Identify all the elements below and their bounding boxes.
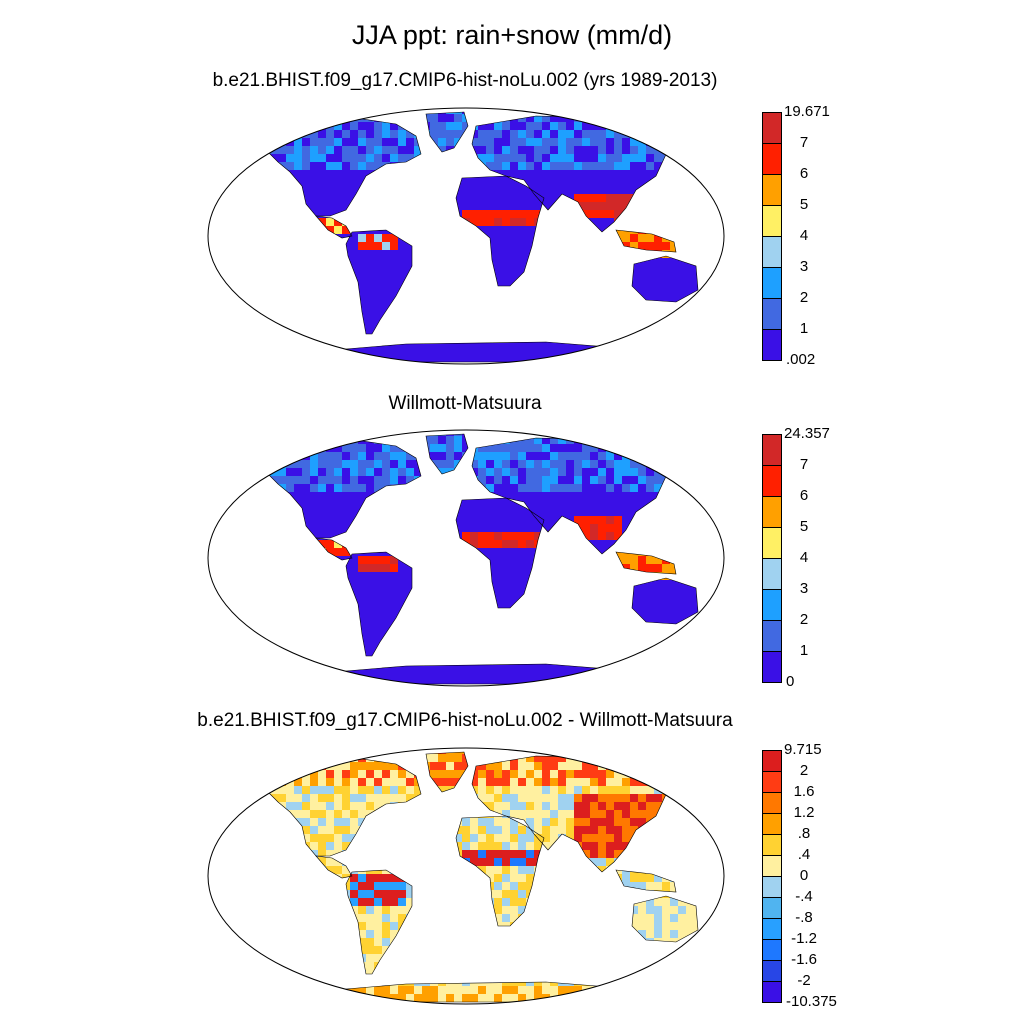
- colorbar-box: [762, 143, 782, 175]
- colorbar-box: [762, 465, 782, 497]
- colorbar-box: [762, 939, 782, 961]
- colorbar-label: -2: [797, 972, 811, 989]
- colorbar-box: [762, 620, 782, 652]
- colorbar-label: 5: [799, 518, 809, 535]
- colorbar-label: 7: [799, 456, 809, 473]
- colorbar-box: [762, 558, 782, 590]
- colorbar-label: 2: [799, 611, 809, 628]
- colorbar-box: [762, 174, 782, 206]
- colorbar-label: 7: [799, 134, 809, 151]
- colorbar-box: [762, 981, 782, 1003]
- colorbar-box: [762, 434, 782, 466]
- map-obs: [207, 429, 725, 687]
- colorbar-label: 5: [799, 196, 809, 213]
- colorbar-label: -10.375: [786, 993, 837, 1010]
- panel-title-diff: b.e21.BHIST.f09_g17.CMIP6-hist-noLu.002 …: [197, 710, 733, 731]
- colorbar-label: 4: [799, 227, 809, 244]
- colorbar-box: [762, 792, 782, 814]
- colorbar-label: -1.6: [791, 951, 817, 968]
- colorbar-box: [762, 589, 782, 621]
- map-border: [207, 107, 725, 365]
- colorbar-box: [762, 329, 782, 361]
- colorbar-label: -.4: [795, 888, 813, 905]
- colorbar-label: 2: [799, 762, 809, 779]
- colorbar-box: [762, 112, 782, 144]
- colorbar-box: [762, 496, 782, 528]
- colorbar-label: .002: [786, 351, 816, 368]
- colorbar-box: [762, 236, 782, 268]
- colorbar-box: [762, 876, 782, 898]
- colorbar-label: 6: [799, 165, 809, 182]
- colorbar-box: [762, 813, 782, 835]
- colorbar-label: .4: [797, 846, 811, 863]
- colorbar-label: 3: [799, 258, 809, 275]
- colorbar-label: 3: [799, 580, 809, 597]
- colorbar-box: [762, 205, 782, 237]
- map-border: [207, 429, 725, 687]
- colorbar-label: -.8: [795, 909, 813, 926]
- colorbar-label: -1.2: [791, 930, 817, 947]
- map-model: [207, 107, 725, 365]
- colorbar-box: [762, 897, 782, 919]
- colorbar-box: [762, 651, 782, 683]
- colorbar-label: .8: [797, 825, 811, 842]
- colorbar-label: 1.6: [793, 783, 815, 800]
- colorbar-box: [762, 834, 782, 856]
- map-border: [207, 747, 725, 1005]
- colorbar-label: 19.671: [784, 103, 830, 120]
- colorbar-box: [762, 855, 782, 877]
- colorbar-box: [762, 298, 782, 330]
- colorbar-label: 1.2: [793, 804, 815, 821]
- colorbar-label: 6: [799, 487, 809, 504]
- colorbar-label: 1: [799, 642, 809, 659]
- colorbar-box: [762, 918, 782, 940]
- figure-title: JJA ppt: rain+snow (mm/d): [351, 20, 673, 50]
- colorbar-box: [762, 527, 782, 559]
- colorbar-box: [762, 960, 782, 982]
- panel-title-model: b.e21.BHIST.f09_g17.CMIP6-hist-noLu.002 …: [212, 70, 718, 91]
- colorbar-box: [762, 771, 782, 793]
- panel-title-obs: Willmott-Matsuura: [388, 393, 542, 414]
- colorbar-label: 0: [786, 673, 795, 690]
- map-diff: [207, 747, 725, 1005]
- colorbar-label: 2: [799, 289, 809, 306]
- colorbar-label: 4: [799, 549, 809, 566]
- colorbar-label: 0: [799, 867, 809, 884]
- colorbar-box: [762, 267, 782, 299]
- colorbar-label: 24.357: [784, 425, 830, 442]
- colorbar-label: 1: [799, 320, 809, 337]
- colorbar-label: 9.715: [784, 741, 822, 758]
- colorbar-box: [762, 750, 782, 772]
